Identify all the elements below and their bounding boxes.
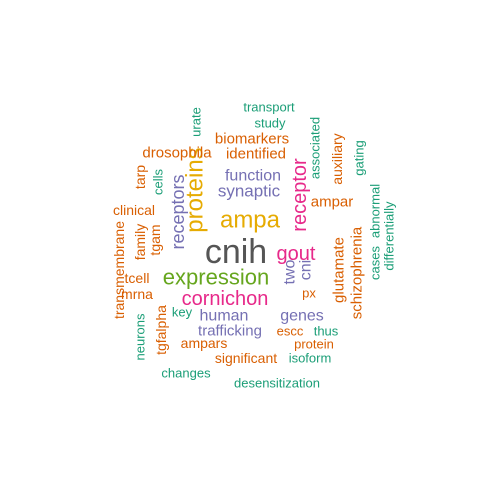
word-cornichon: cornichon <box>182 288 269 310</box>
word-urate: urate <box>189 107 204 137</box>
word-biomarkers: biomarkers <box>215 131 289 148</box>
word-expression: expression <box>163 265 269 290</box>
word-human: human <box>200 308 249 325</box>
word-neurons: neurons <box>133 313 148 360</box>
word-transmembrane: transmembrane <box>111 221 127 319</box>
word-synaptic: synaptic <box>218 182 281 201</box>
word-mrna: mrna <box>121 286 153 302</box>
word-gating: gating <box>352 140 367 175</box>
word-tgam: tgam <box>147 224 163 255</box>
word-cnih: cnih <box>205 233 267 271</box>
word-ampa: ampa <box>220 207 281 234</box>
word-gout: gout <box>277 243 316 265</box>
word-two: two <box>282 259 299 284</box>
word-trafficking: trafficking <box>198 323 262 340</box>
word-family: family <box>132 224 148 261</box>
word-protein: protein <box>294 337 334 352</box>
word-genes: genes <box>280 308 324 325</box>
word-ampar: ampar <box>311 194 354 211</box>
word-significant: significant <box>215 350 277 366</box>
word-ampars: ampars <box>181 335 228 351</box>
word-desensitization: desensitization <box>234 376 320 391</box>
word-tarp: tarp <box>132 165 148 189</box>
word-study: study <box>254 116 286 131</box>
word-cases: cases <box>368 246 383 280</box>
word-clinical: clinical <box>113 202 155 218</box>
word-cells: cells <box>151 169 166 196</box>
word-drosophila: drosophila <box>142 145 212 162</box>
word-tcell: tcell <box>125 270 150 286</box>
word-receptor: receptor <box>289 158 311 232</box>
word-thus: thus <box>314 324 339 339</box>
word-px: px <box>302 286 316 301</box>
word-transport: transport <box>243 100 295 115</box>
word-schizophrenia: schizophrenia <box>349 226 366 319</box>
word-cni: cni <box>298 260 315 280</box>
word-differentially: differentially <box>382 201 397 271</box>
word-isoform: isoform <box>289 351 332 366</box>
word-glutamate: glutamate <box>331 237 348 303</box>
word-changes: changes <box>161 366 211 381</box>
word-abnormal: abnormal <box>368 184 383 238</box>
word-tgfalpha: tgfalpha <box>153 305 169 355</box>
word-auxiliary: auxiliary <box>329 133 345 184</box>
word-proteins: proteins <box>182 147 209 232</box>
word-key: key <box>172 305 193 320</box>
word-function: function <box>225 168 281 185</box>
word-identified: identified <box>226 146 286 163</box>
word-escc: escc <box>277 324 304 339</box>
word-associated: associated <box>308 117 323 179</box>
word-receptors: receptors <box>168 174 188 249</box>
